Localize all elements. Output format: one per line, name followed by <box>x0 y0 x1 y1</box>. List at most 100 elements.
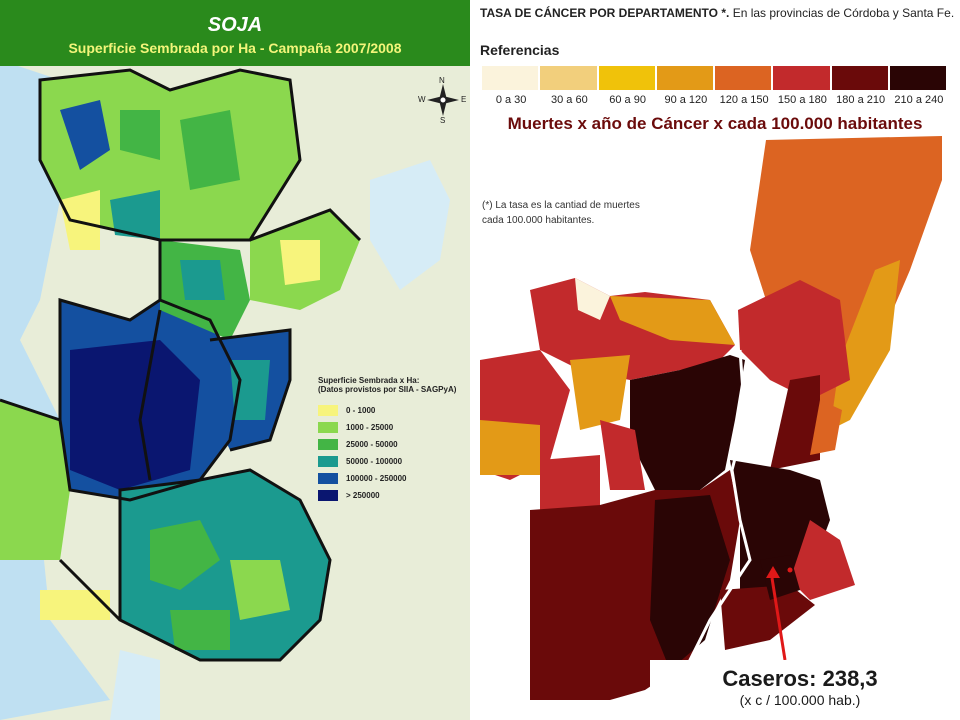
legend-swatch <box>318 490 338 501</box>
soy-title: SOJA <box>207 14 263 36</box>
scale-swatch <box>715 66 772 90</box>
scale-label: 180 a 210 <box>836 94 886 106</box>
province-border-er <box>209 328 292 452</box>
legend-item: 100000 - 250000 <box>318 470 468 487</box>
legend-swatch <box>318 473 338 484</box>
legend-item: 50000 - 100000 <box>318 453 468 470</box>
legend-label: > 250000 <box>346 491 380 500</box>
caseros-marker <box>787 567 793 573</box>
callout-arrow <box>770 577 787 661</box>
santafe-south-tip <box>720 585 815 650</box>
northern-provinces <box>40 70 300 240</box>
legend-swatch <box>318 422 338 433</box>
caseros-callout: Caseros: 238,3 (x c / 100.000 hab.) <box>650 660 950 720</box>
soy-subtitle: Superficie Sembrada por Ha - Campaña 200… <box>68 40 402 56</box>
cancer-map-panel: TASA DE CÁNCER POR DEPARTAMENTO *. En la… <box>470 0 960 720</box>
scale-label: 120 a 150 <box>719 94 769 106</box>
cordoba-northmost <box>575 278 610 320</box>
legend-item: 0 - 1000 <box>318 402 468 419</box>
legend-item: > 250000 <box>318 487 468 504</box>
legend-swatch <box>318 456 338 467</box>
soy-title-band <box>0 0 470 66</box>
province-border-inner <box>138 240 162 481</box>
cordoba-north-orange <box>610 296 735 345</box>
compass-w-label: W <box>418 95 426 104</box>
scale-label: 150 a 180 <box>777 94 827 106</box>
santafe-east-orange <box>830 260 900 430</box>
caseros-district <box>760 555 800 600</box>
legend-label: 0 - 1000 <box>346 406 376 415</box>
cordoba-center-red <box>540 455 600 520</box>
footnote-line-2: cada 100.000 habitantes. <box>482 215 595 226</box>
references-label: Referencias <box>480 42 560 58</box>
footnote-line-1: (*) La tasa es la cantiad de muertes <box>482 200 640 211</box>
scale-swatch <box>889 66 946 90</box>
compass-s-label: S <box>440 116 446 125</box>
legend-title-2: (Datos provistos por SIIA - SAGPyA) <box>318 385 457 394</box>
cancer-map-svg <box>480 136 942 700</box>
cordoba-dark-core <box>630 355 745 490</box>
north-district-mid <box>180 110 240 190</box>
province-border-core <box>58 298 242 502</box>
west-yellow-block <box>40 590 110 620</box>
callout-value: Caseros: 238,3 <box>722 666 878 691</box>
province-border-east <box>249 208 362 242</box>
scale-swatch <box>773 66 830 90</box>
compass-n-label: N <box>439 76 445 85</box>
santafe-mid-red <box>738 280 850 400</box>
callout-arrowhead <box>766 566 780 578</box>
cancer-title: TASA DE CÁNCER POR DEPARTAMENTO *. En la… <box>480 6 960 20</box>
scale-swatch <box>831 66 888 90</box>
soy-map-svg <box>0 0 470 720</box>
ba-green-1 <box>150 520 220 590</box>
cordoba-west-orange <box>480 420 540 475</box>
compass-rose-icon <box>427 84 459 116</box>
santafe-north-teal <box>180 260 225 300</box>
santafe-mid-orange <box>810 400 842 455</box>
north-district-green <box>120 110 160 160</box>
compass-e-label: E <box>461 95 467 104</box>
scale-swatch <box>482 66 539 90</box>
legend-item: 25000 - 50000 <box>318 436 468 453</box>
south-water <box>110 650 160 720</box>
cancer-title-rest: En las provincias de Córdoba y Santa Fe. <box>729 6 955 20</box>
province-border-ba <box>118 468 332 662</box>
entre-rios-teal <box>230 360 270 420</box>
north-district-yellow <box>60 190 100 250</box>
west-green-block <box>0 400 70 560</box>
cancer-headline: Muertes x año de Cáncer x cada 100.000 h… <box>507 114 923 133</box>
legend-items: 0 - 1000 1000 - 25000 25000 - 50000 50000 -… <box>318 402 468 504</box>
province-border-west <box>0 398 122 622</box>
south-core <box>650 495 730 670</box>
north-district-dark <box>60 100 110 170</box>
scale-swatch <box>656 66 713 90</box>
santafe-south-red <box>790 520 855 600</box>
cordoba-inner-red <box>600 420 645 490</box>
core-max-block <box>70 340 200 490</box>
province-border-north <box>38 68 302 242</box>
santafe-mid-dark <box>770 375 820 470</box>
legend-label: 100000 - 250000 <box>346 474 407 483</box>
legend-swatch <box>318 405 338 416</box>
cancer-scale: 0 a 30 30 a 60 60 a 90 90 a 120 120 a 150 150… <box>482 66 948 110</box>
east-region <box>370 160 450 290</box>
scale-swatch <box>540 66 597 90</box>
cordoba-center-orange <box>570 355 630 430</box>
ba-green-3 <box>170 610 230 650</box>
soy-map-panel: SOJA Superficie Sembrada por Ha - Campañ… <box>0 0 470 720</box>
scale-label: 210 a 240 <box>894 94 944 106</box>
legend-title-1: Superficie Sembrada x Ha: <box>318 376 420 385</box>
legend-label: 1000 - 25000 <box>346 423 394 432</box>
legend-swatch <box>318 439 338 450</box>
province-divider <box>678 349 752 681</box>
legend-label: 25000 - 50000 <box>346 440 398 449</box>
ba-green-2 <box>230 560 290 620</box>
east-yellow-block <box>280 240 320 285</box>
scale-label: 0 a 30 <box>495 94 527 106</box>
scale-label: 60 a 90 <box>609 94 646 106</box>
cancer-title-bold: TASA DE CÁNCER POR DEPARTAMENTO *. <box>480 6 730 20</box>
scale-label: 30 a 60 <box>551 94 588 106</box>
legend-item: 1000 - 25000 <box>318 419 468 436</box>
soy-legend: Superficie Sembrada x Ha: (Datos provist… <box>318 376 468 504</box>
